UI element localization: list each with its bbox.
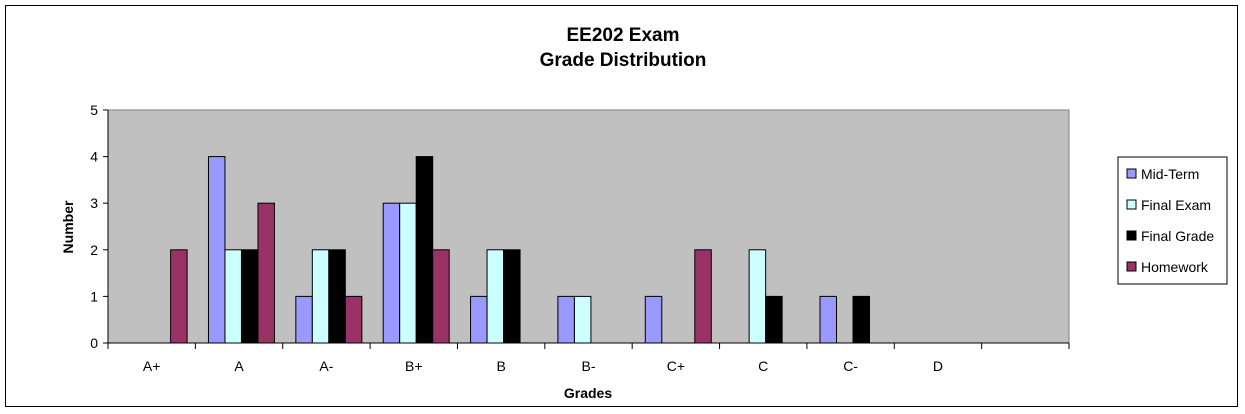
- x-tick-label: C+: [667, 358, 685, 374]
- x-tick-label: B-: [582, 358, 596, 374]
- chart-title-line1: EE202 Exam: [566, 25, 679, 46]
- x-tick-label: D: [933, 358, 943, 374]
- bar-final-grade-A-: [328, 249, 346, 344]
- y-tick-label: 0: [90, 335, 98, 351]
- x-tick-label: B: [496, 358, 505, 374]
- legend-swatch: [1126, 261, 1137, 272]
- bar-final-grade-A: [240, 249, 259, 344]
- bar-mid-term-C-: [819, 295, 838, 344]
- bar-final-grade-C: [765, 295, 783, 344]
- x-tick-label: A+: [143, 358, 161, 374]
- bar-final-exam-B+: [399, 202, 417, 344]
- bar-final-grade-B+: [415, 156, 434, 344]
- y-tick-label: 1: [90, 288, 98, 304]
- bar-homework-A: [257, 202, 275, 344]
- y-tick-label: 3: [90, 195, 98, 211]
- bar-homework-C+: [694, 249, 712, 344]
- legend-label: Homework: [1141, 259, 1209, 275]
- bar-mid-term-A-: [295, 295, 313, 344]
- x-tick-label: C-: [843, 358, 858, 374]
- bar-mid-term-B+: [382, 202, 401, 344]
- bar-mid-term-B: [470, 295, 488, 344]
- chart-svg: EE202 Exam Grade Distribution 0 1 2 3 4 5 A+ A A…: [60, 25, 1228, 401]
- legend-label: Final Grade: [1141, 228, 1214, 244]
- bar-homework-B+: [432, 249, 450, 344]
- x-tick-label: C: [758, 358, 768, 374]
- bar-homework-A-: [344, 295, 363, 344]
- x-tick-label: A-: [319, 358, 333, 374]
- bar-final-exam-B-: [573, 295, 592, 344]
- y-tick-label: 4: [90, 149, 98, 165]
- chart-title-line2: Grade Distribution: [540, 50, 707, 71]
- x-tick-label: B+: [405, 358, 423, 374]
- legend-swatch: [1126, 199, 1137, 210]
- x-tick-label: A: [234, 358, 244, 374]
- chart-frame: EE202 Exam Grade Distribution 0 1 2 3 4 5 A+ A A…: [5, 5, 1238, 407]
- legend-swatch: [1126, 230, 1137, 241]
- x-axis-title: Grades: [564, 385, 612, 401]
- bar-final-grade-C-: [852, 295, 871, 344]
- ticks-group: 0 1 2 3 4 5 A+ A A- B+ B B- C+ C C- D: [90, 102, 1070, 374]
- legend-swatch: [1126, 168, 1137, 179]
- bar-final-grade-B: [503, 249, 521, 344]
- legend: Mid-Term Final Exam Final Grade Homework: [1117, 156, 1228, 285]
- bar-final-exam-B: [486, 249, 505, 344]
- bar-mid-term-A: [207, 156, 226, 344]
- bar-final-exam-A: [224, 249, 242, 344]
- y-tick-label: 5: [90, 102, 98, 118]
- bar-mid-term-B-: [557, 295, 575, 344]
- y-axis-title: Number: [60, 200, 76, 253]
- y-tick-label: 2: [90, 242, 98, 258]
- bar-homework-A+: [170, 249, 188, 344]
- bar-mid-term-C+: [644, 295, 663, 344]
- bar-final-exam-C: [748, 249, 767, 344]
- bars-group: [170, 156, 871, 344]
- axes-group: [107, 110, 1069, 344]
- legend-label: Final Exam: [1141, 197, 1211, 213]
- bar-final-exam-A-: [311, 249, 330, 344]
- legend-label: Mid-Term: [1141, 166, 1199, 182]
